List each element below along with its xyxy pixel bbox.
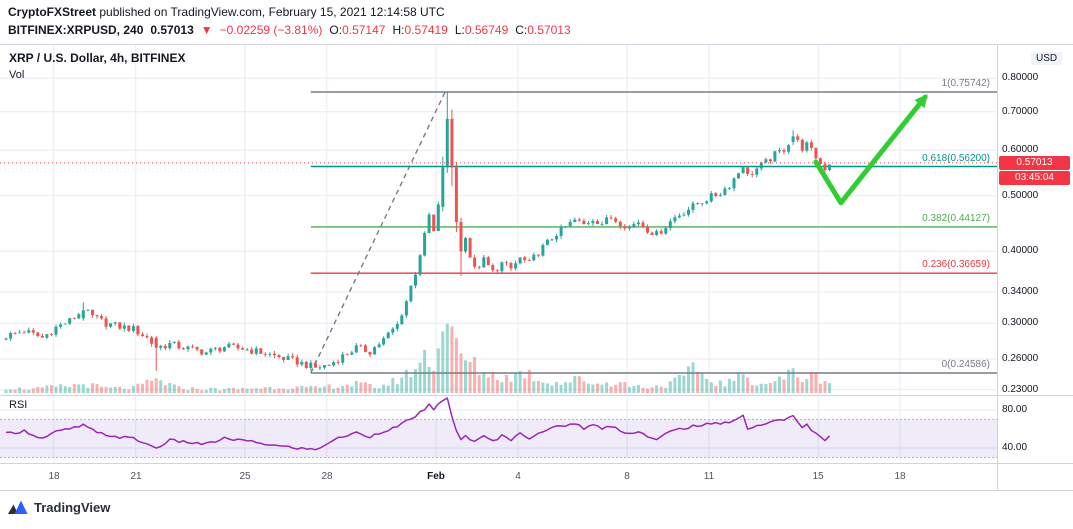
fib-level-label: 1(0.75742): [941, 78, 990, 89]
ohlc-high: H:0.57419: [392, 23, 448, 37]
volume-indicator-label[interactable]: Vol: [9, 69, 25, 81]
publisher-name: CryptoFXStreet: [8, 5, 97, 19]
price-change: −0.02259 (−3.81%): [219, 23, 323, 37]
rsi-axis-tick[interactable]: 40.00: [1002, 442, 1028, 453]
candlesticks: [4, 92, 831, 371]
current-price-badge: 0.57013: [999, 156, 1070, 170]
fib-level-label: 0(0.24586): [941, 359, 990, 370]
price-axis-tick[interactable]: 0.23000: [1002, 384, 1039, 395]
currency-axis-label: USD: [1031, 52, 1063, 65]
time-axis-tick[interactable]: Feb: [427, 471, 445, 482]
time-axis-tick[interactable]: 28: [321, 471, 333, 482]
tradingview-logo: [8, 500, 28, 514]
price-axis-tick[interactable]: 0.40000: [1002, 245, 1039, 256]
time-axis-tick[interactable]: 8: [624, 471, 630, 482]
time-axis-tick[interactable]: 4: [515, 471, 521, 482]
change-direction-icon: ▼: [200, 23, 213, 37]
ohlc-open: O:0.57147: [329, 23, 386, 37]
tradingview-brand-link[interactable]: TradingView: [8, 499, 110, 515]
symbol-line: BITFINEX:XRPUSD, 240 0.57013 ▼ −0.02259 …: [8, 23, 1073, 37]
time-axis-tick[interactable]: 18: [894, 471, 906, 482]
chart-header: CryptoFXStreet published on TradingView.…: [0, 0, 1073, 44]
time-axis-tick[interactable]: 25: [239, 471, 251, 482]
publish-info: published on TradingView.com, February 1…: [96, 5, 445, 19]
symbol-label[interactable]: BITFINEX:XRPUSD, 240: [8, 23, 144, 37]
time-axis-tick[interactable]: 18: [48, 471, 60, 482]
price-axis-tick[interactable]: 0.80000: [1002, 72, 1039, 83]
projection-arrow: [813, 93, 928, 206]
price-axis-tick[interactable]: 0.70000: [1002, 106, 1039, 117]
fib-level-label: 0.618(0.56200): [922, 153, 990, 164]
price-axis-tick[interactable]: 0.50000: [1002, 190, 1039, 201]
fib-level-label: 0.382(0.44127): [922, 213, 990, 224]
time-axis-tick[interactable]: 21: [130, 471, 142, 482]
rsi-indicator-label[interactable]: RSI: [9, 399, 28, 411]
candle-countdown-badge: 03:45:04: [999, 171, 1070, 185]
price-axis-tick[interactable]: 0.26000: [1002, 353, 1039, 364]
tradingview-brand-text: TradingView: [34, 499, 111, 515]
price-axis-tick[interactable]: 0.30000: [1002, 317, 1039, 328]
rsi-line: [5, 397, 831, 451]
ohlc-low: L:0.56749: [454, 23, 509, 37]
price-axis-tick[interactable]: 0.60000: [1002, 144, 1039, 155]
rsi-axis-tick[interactable]: 80.00: [1002, 404, 1028, 415]
fib-retracement-lines: [310, 91, 997, 374]
volume-bars: [4, 323, 831, 393]
chart-legend-title[interactable]: XRP / U.S. Dollar, 4h, BITFINEX: [9, 51, 186, 65]
time-axis-tick[interactable]: 15: [812, 471, 824, 482]
fib-level-label: 0.236(0.36659): [922, 259, 990, 270]
ohlc-close: C:0.57013: [515, 23, 571, 37]
trendline-dashed: [310, 91, 446, 374]
time-axis-tick[interactable]: 11: [703, 471, 715, 482]
price-axis-tick[interactable]: 0.34000: [1002, 286, 1039, 297]
publish-line: CryptoFXStreet published on TradingView.…: [8, 5, 1073, 19]
last-price: 0.57013: [150, 23, 194, 37]
